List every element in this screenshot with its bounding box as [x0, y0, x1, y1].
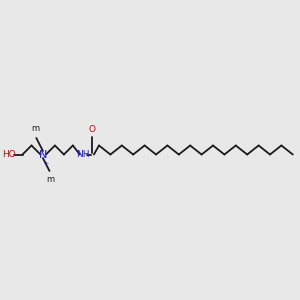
Text: NH: NH	[76, 150, 90, 159]
Text: m: m	[31, 124, 39, 134]
Text: m: m	[46, 176, 55, 184]
Text: N: N	[39, 149, 47, 160]
Text: +: +	[43, 161, 49, 166]
Text: HO: HO	[2, 150, 16, 159]
Text: O: O	[89, 124, 96, 134]
